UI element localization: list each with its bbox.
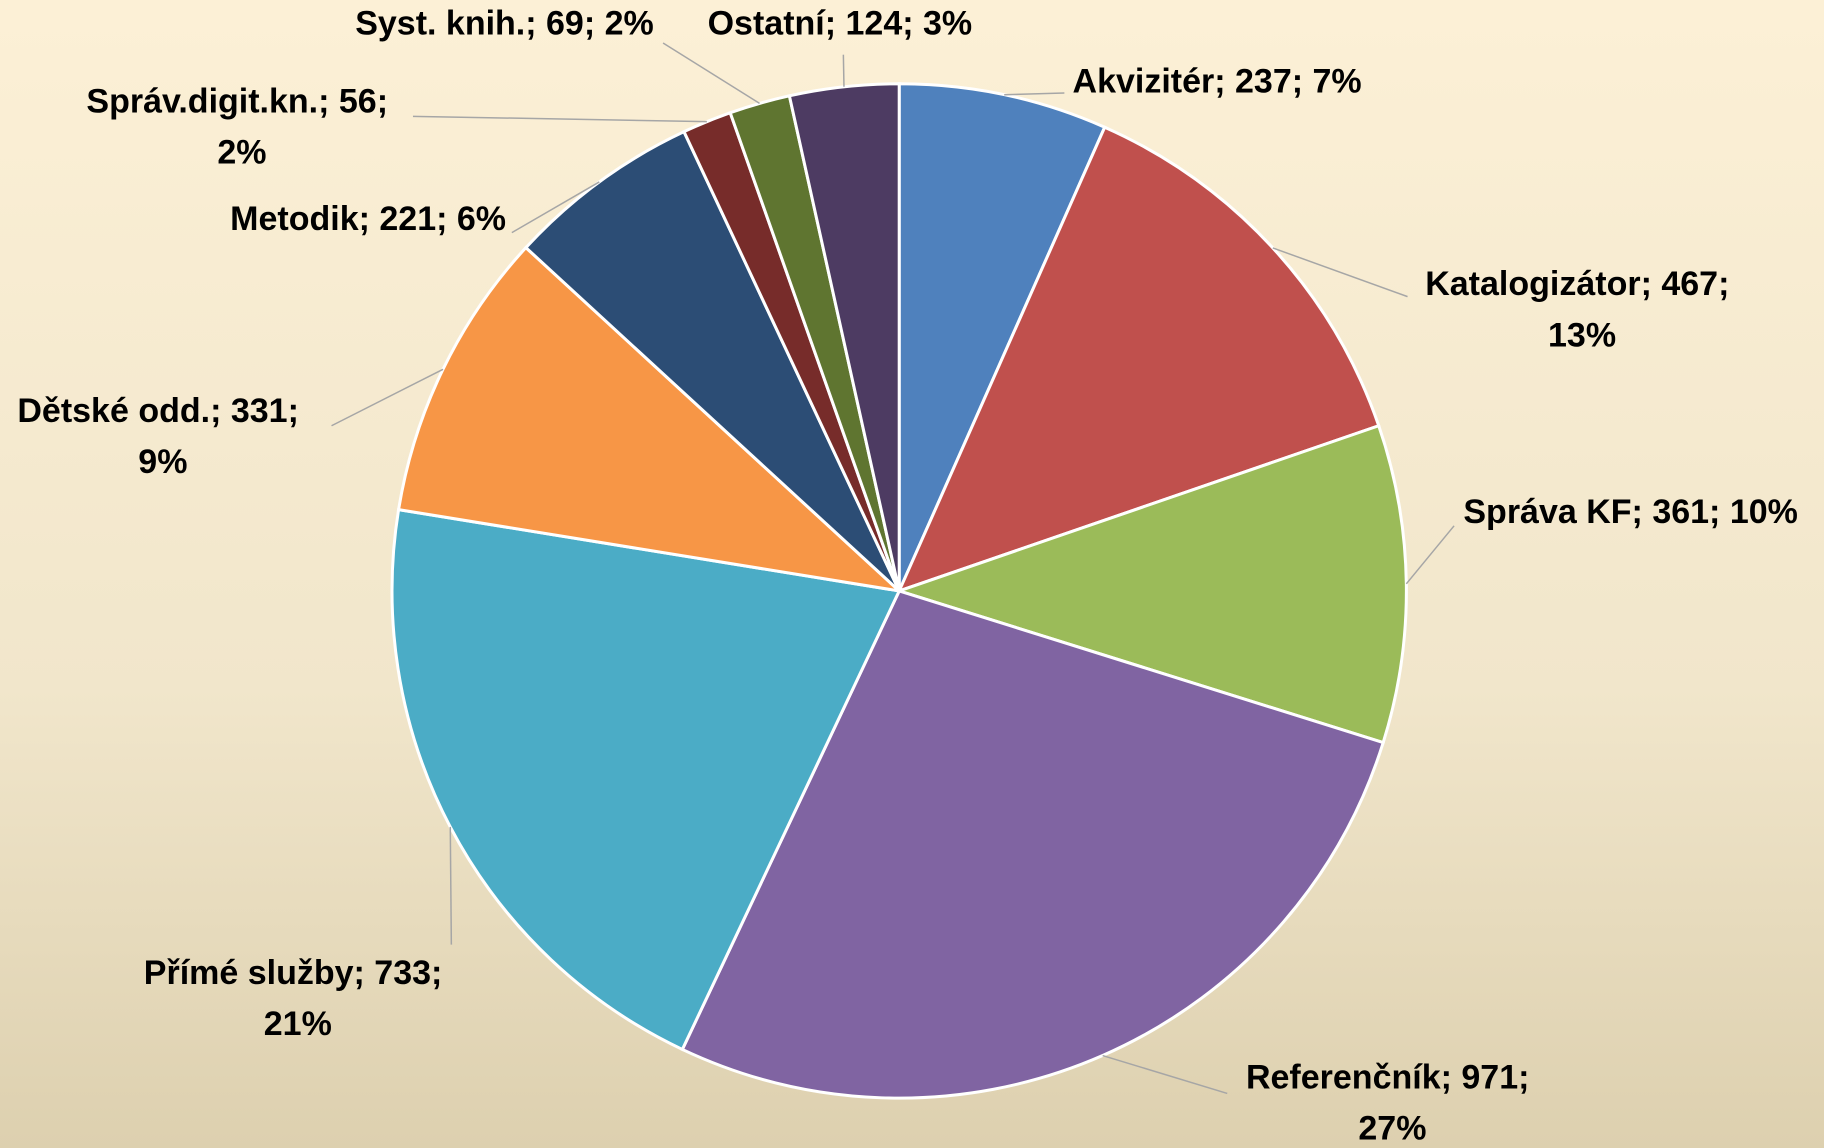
leader-line (662, 42, 760, 104)
pie-slice (896, 125, 1381, 594)
pie-slice (390, 507, 902, 1052)
leader-line (1102, 1054, 1228, 1095)
data-label: Katalogizátor; 467; 13% (1425, 265, 1739, 354)
leader-line (412, 115, 707, 123)
data-label: Správa KF; 361; 10% (1463, 493, 1798, 531)
pie-slice (894, 423, 1408, 745)
data-label: Ostatní; 124; 3% (708, 5, 973, 43)
pie-slice (523, 129, 901, 593)
leader-line (1405, 525, 1455, 585)
leader-line (842, 54, 845, 87)
leader-line (1004, 92, 1065, 96)
pie-slice (680, 589, 1386, 1100)
data-label: Syst. knih.; 69; 2% (355, 5, 654, 43)
data-label: Akvizitér; 237; 7% (1073, 63, 1362, 101)
data-label: Dětské odd.; 331; 9% (17, 392, 308, 481)
data-label: Správ.digit.kn.; 56; 2% (86, 83, 397, 172)
pie-slice (396, 245, 904, 594)
data-label: Metodik; 221; 6% (230, 200, 506, 238)
leader-line (449, 826, 453, 945)
data-label: Referenčník; 971; 27% (1246, 1058, 1539, 1147)
leader-line (331, 368, 444, 427)
data-label: Přímé služby; 733; 21% (144, 954, 452, 1043)
leader-line (511, 181, 600, 234)
leader-line (1272, 247, 1408, 298)
